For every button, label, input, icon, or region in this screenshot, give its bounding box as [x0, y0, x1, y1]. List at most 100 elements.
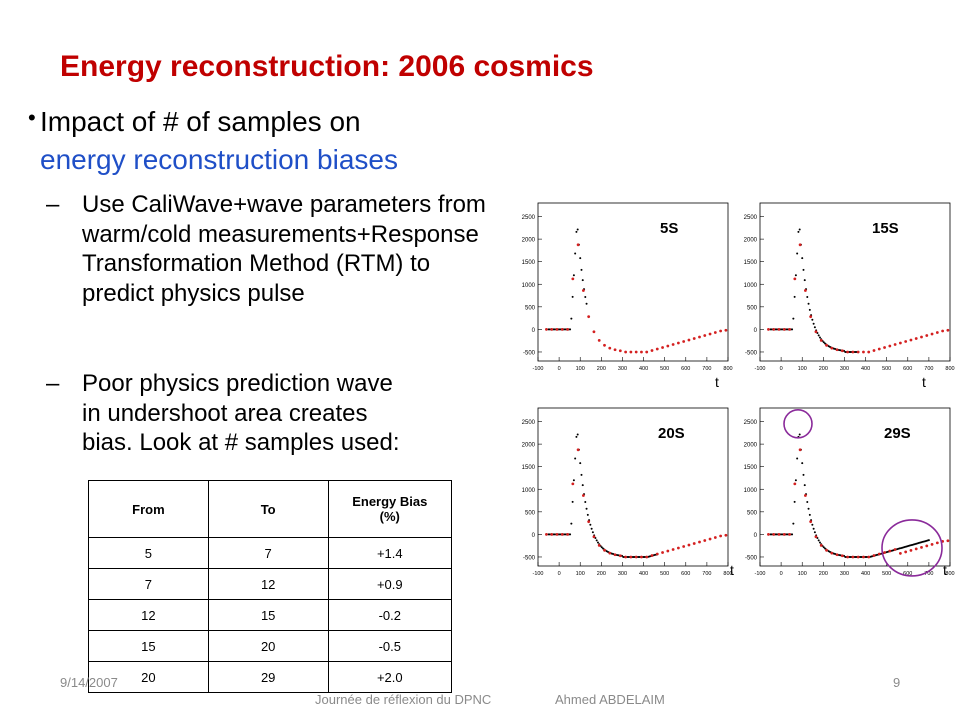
- model-point: [550, 533, 554, 536]
- data-point: [596, 541, 599, 544]
- model-point: [782, 328, 786, 331]
- model-point: [930, 332, 934, 336]
- table-row: 5 7 +1.4: [88, 537, 453, 569]
- data-point: [581, 484, 584, 487]
- data-point: [794, 479, 797, 482]
- bullet-dot-icon: •: [28, 105, 36, 130]
- x-tick-label: 400: [639, 366, 648, 372]
- model-point: [719, 329, 723, 333]
- model-point: [708, 537, 712, 541]
- x-tick-label: -100: [754, 366, 765, 372]
- sub-bullet-2-text: Poor physics prediction wave in undersho…: [82, 370, 400, 456]
- model-point: [846, 555, 850, 559]
- plot-label-29s: 29S: [884, 425, 911, 442]
- y-tick-label: -500: [523, 350, 536, 356]
- model-point: [840, 554, 844, 558]
- header-from: From: [88, 480, 209, 538]
- data-point: [808, 513, 811, 516]
- model-point: [830, 551, 834, 555]
- data-point: [595, 539, 598, 542]
- x-tick-label: 200: [819, 366, 828, 372]
- model-point: [877, 347, 881, 351]
- model-point: [920, 335, 923, 339]
- data-point: [802, 268, 805, 271]
- bullet-text-black: Impact of # of samples on: [40, 106, 361, 137]
- model-point: [713, 536, 717, 539]
- model-point: [560, 328, 564, 331]
- data-point: [813, 326, 816, 329]
- plot-panel-20s: 2500 2000 1500 1000 500 0 -500 -100 0 100 200 300 40…: [522, 407, 733, 577]
- data-point: [585, 507, 588, 510]
- data-point: [812, 527, 815, 530]
- cell-from: 7: [88, 568, 209, 600]
- model-point: [608, 346, 612, 350]
- x-tick-label: -100: [754, 571, 765, 577]
- highlight-circle: [881, 519, 943, 577]
- axis-label-t: t: [730, 562, 734, 578]
- model-point: [867, 555, 871, 559]
- y-tick-label: -500: [745, 350, 758, 356]
- data-point: [584, 500, 587, 503]
- data-point: [570, 317, 573, 320]
- model-point: [560, 533, 564, 536]
- model-point: [671, 343, 675, 346]
- model-point: [650, 349, 654, 352]
- model-point: [935, 541, 939, 545]
- model-point: [883, 551, 886, 554]
- data-point: [794, 274, 797, 277]
- model-point: [592, 535, 596, 539]
- data-point: [590, 527, 593, 530]
- model-point: [898, 341, 902, 345]
- model-point: [624, 555, 628, 559]
- model-point: [909, 549, 913, 552]
- dash-icon: –: [46, 370, 60, 397]
- model-point: [904, 550, 908, 554]
- x-tick-label: 600: [903, 571, 912, 577]
- cell-from: 15: [88, 630, 209, 662]
- model-point: [851, 350, 855, 354]
- data-point: [808, 308, 811, 311]
- model-point: [650, 554, 654, 557]
- sub-bullet-1: – Use CaliWave+wave parameters from warm…: [46, 190, 502, 308]
- model-point: [603, 548, 606, 552]
- model-point: [819, 543, 823, 547]
- model-point: [550, 328, 554, 331]
- model-point: [666, 344, 670, 348]
- x-tick-label: 500: [882, 571, 891, 577]
- y-tick-label: 2000: [744, 238, 758, 244]
- sub-bullet-2: – Poor physics prediction wave in unders…: [46, 369, 402, 458]
- highlight-circle: [783, 408, 813, 439]
- cell-to: 15: [207, 599, 329, 631]
- data-point: [806, 500, 809, 503]
- model-point: [671, 548, 675, 551]
- model-point: [713, 331, 717, 334]
- data-point: [792, 317, 795, 320]
- model-point: [862, 350, 865, 354]
- data-point: [571, 295, 574, 298]
- model-point: [909, 338, 913, 342]
- model-point: [856, 350, 860, 354]
- x-tick-label: 800: [723, 366, 732, 372]
- x-tick-label: 800: [945, 571, 954, 577]
- model-point: [581, 494, 585, 497]
- model-point: [703, 539, 707, 542]
- dash-icon: –: [46, 191, 60, 218]
- model-point: [930, 542, 934, 546]
- model-point: [893, 343, 897, 346]
- footer-author: Ahmed ABDELAIM: [555, 692, 665, 707]
- model-point: [819, 338, 823, 342]
- data-point: [586, 513, 589, 516]
- model-point: [703, 334, 707, 337]
- model-point: [576, 243, 580, 247]
- model-point: [867, 350, 871, 354]
- data-point: [796, 457, 799, 460]
- data-point: [803, 279, 806, 282]
- x-tick-label: 500: [660, 571, 669, 577]
- model-point: [571, 482, 575, 486]
- data-point: [812, 322, 815, 325]
- data-point: [818, 541, 821, 544]
- model-point: [645, 555, 649, 559]
- model-point: [655, 552, 659, 556]
- cell-to: 12: [207, 568, 329, 600]
- model-point: [925, 334, 929, 337]
